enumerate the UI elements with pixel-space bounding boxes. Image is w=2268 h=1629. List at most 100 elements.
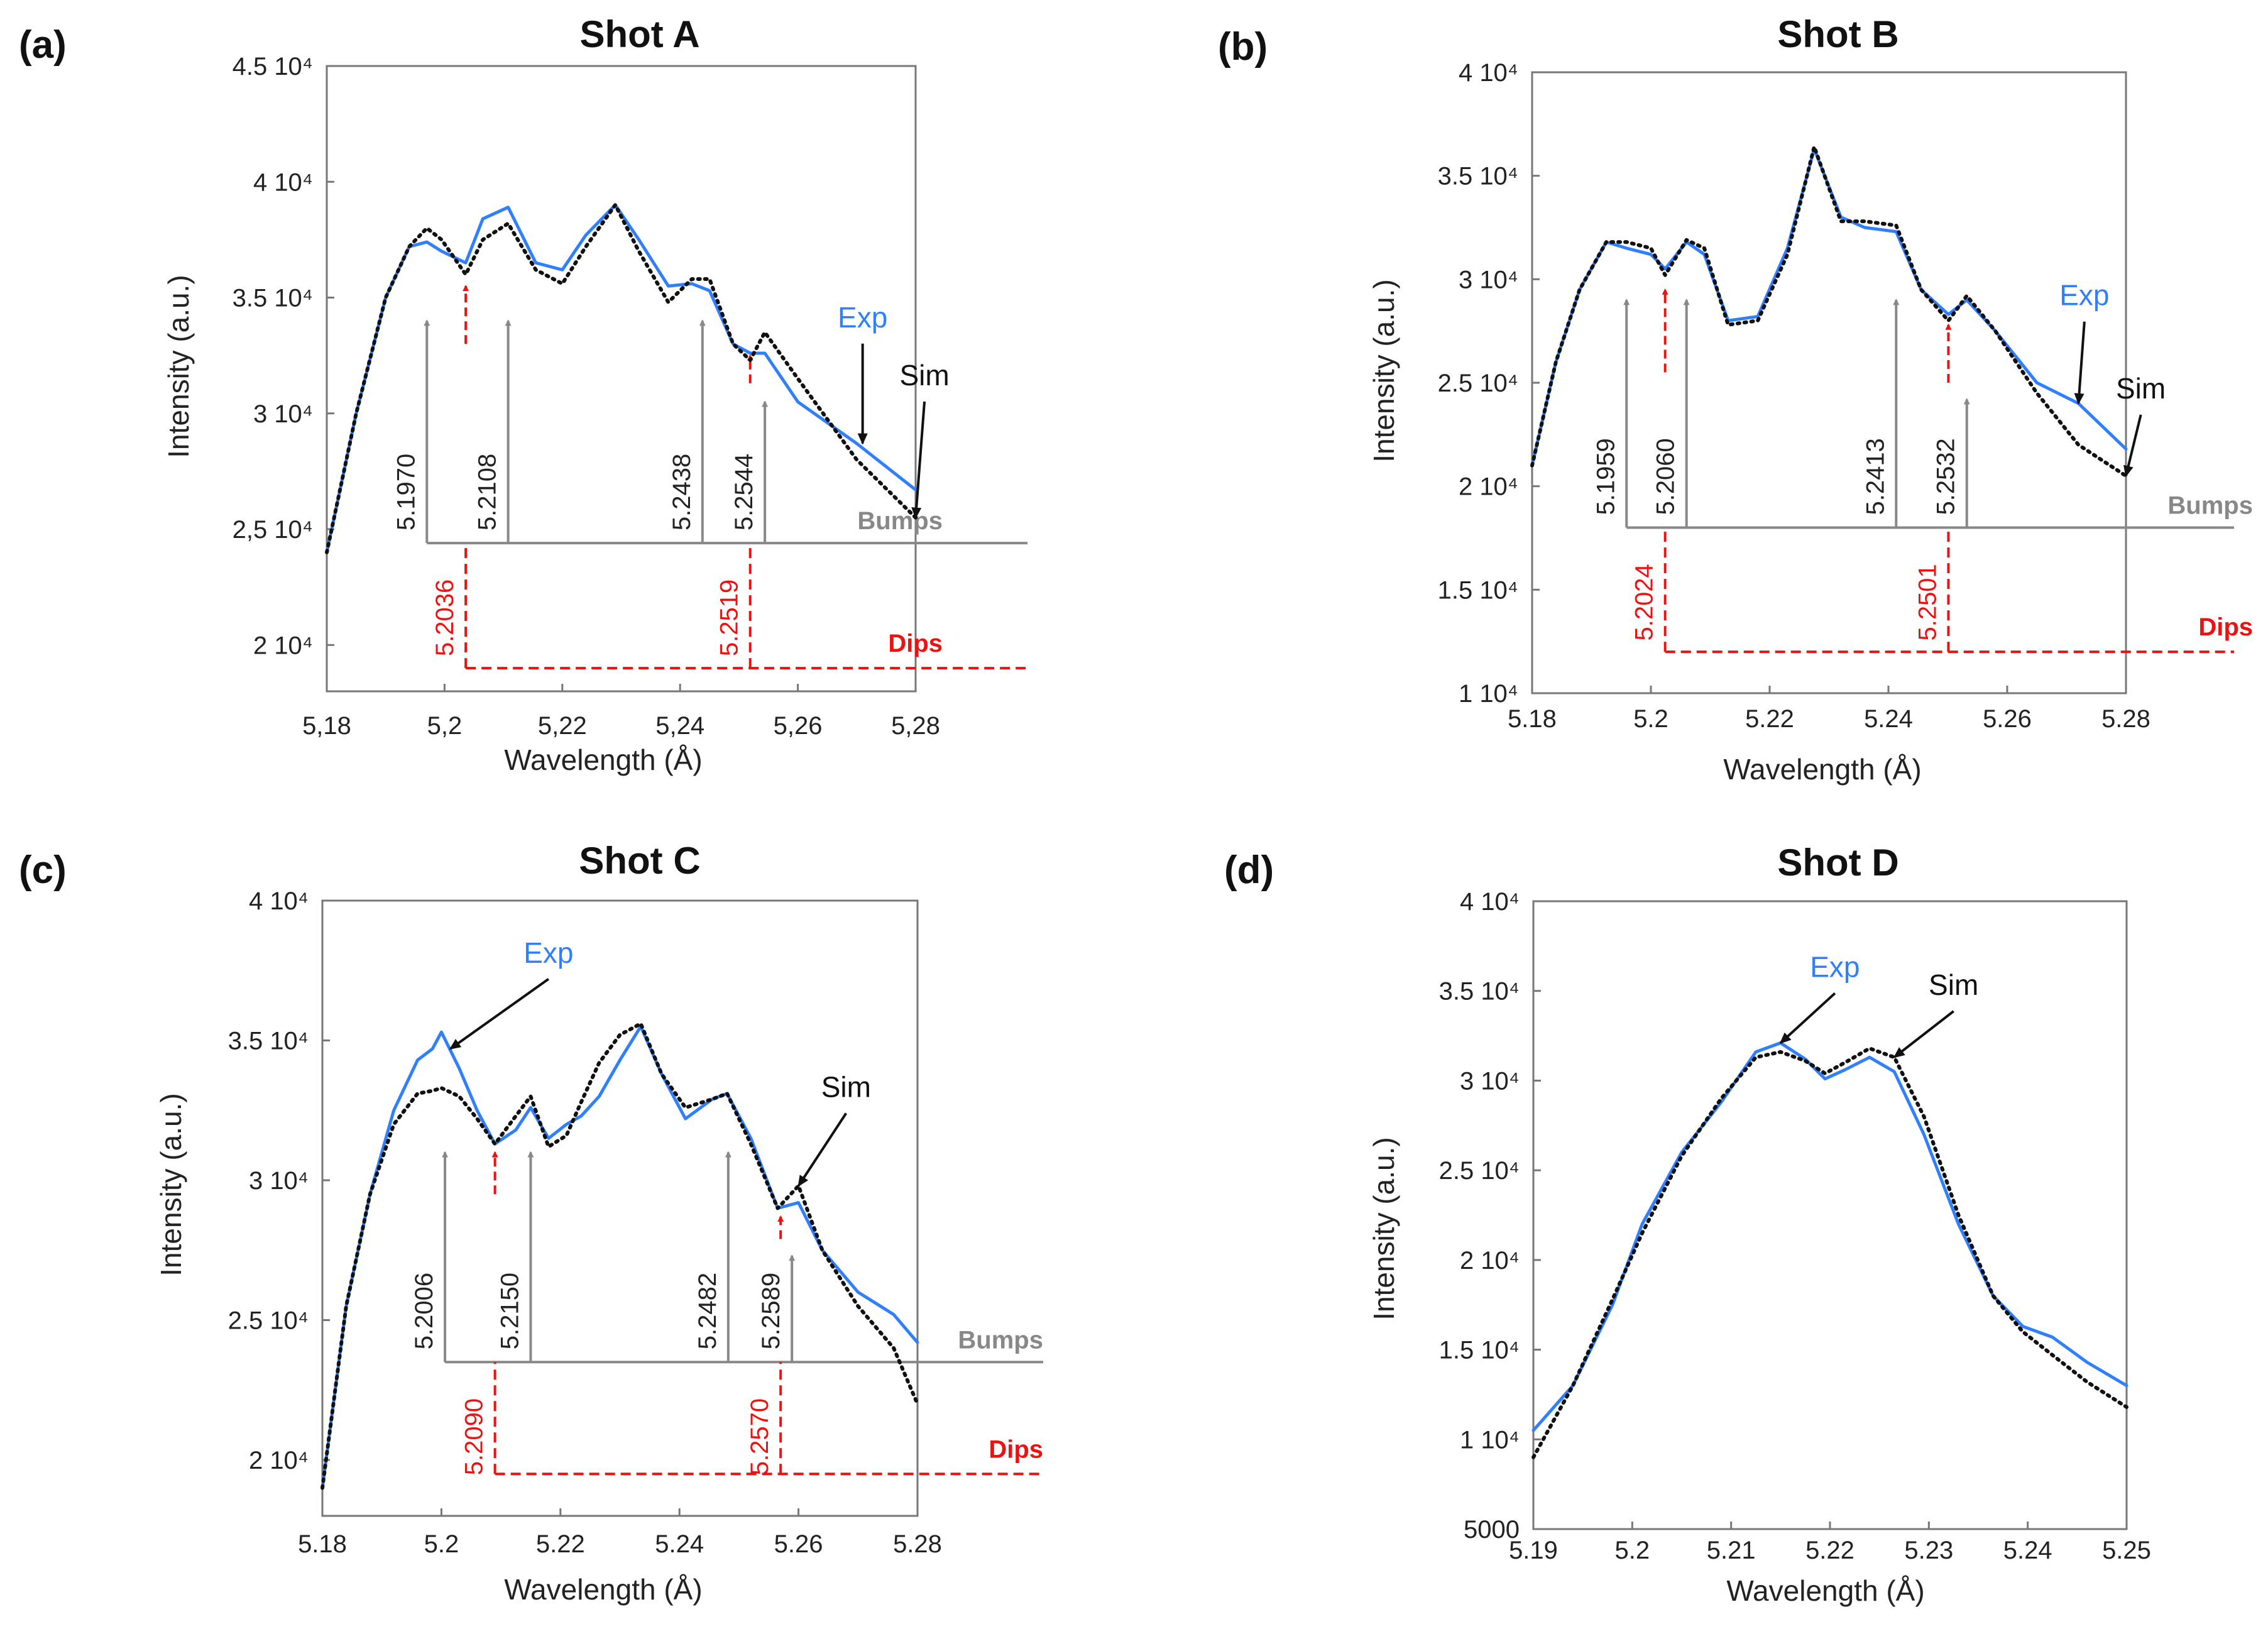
x-tick-label: 5.26	[774, 1530, 823, 1558]
y-tick-label: 1 10⁴	[1459, 680, 1518, 708]
x-tick-label: 5.24	[1864, 705, 1913, 733]
dip-wavelength-label: 5.2090	[461, 1398, 488, 1475]
bumps-label: Bumps	[958, 1326, 1043, 1354]
bump-wavelength-label: 5.2150	[496, 1273, 523, 1349]
annotation-label-sim: Sim	[2116, 372, 2166, 405]
series-line-exp	[320, 1024, 919, 1489]
x-tick-label: 5.2	[424, 1530, 459, 1558]
x-tick-label: 5,22	[538, 712, 587, 740]
annotation-label-sim: Sim	[821, 1070, 871, 1103]
dip-wavelength-label: 5.2036	[431, 579, 459, 656]
y-tick-label: 4 10⁴	[1459, 59, 1518, 87]
annotation-arrow	[1893, 1010, 1954, 1058]
x-tick-label: 5.22	[1745, 705, 1794, 733]
x-axis-label: Wavelength (Å)	[1726, 1574, 1924, 1607]
y-tick-label: 2.5 10⁴	[228, 1307, 309, 1335]
dip-wavelength-label: 5.2570	[746, 1398, 774, 1475]
y-tick-label: 1.5 10⁴	[1439, 1337, 1520, 1364]
x-tick-label: 5.21	[1707, 1537, 1756, 1564]
y-tick-label: 2.5 10⁴	[1438, 370, 1518, 397]
y-tick-label: 4 10⁴	[249, 887, 309, 915]
x-axis-label: Wavelength (Å)	[504, 743, 702, 776]
bumps-label: Bumps	[857, 507, 943, 535]
y-tick-label: 1.5 10⁴	[1438, 576, 1518, 604]
y-tick-label: 2 10⁴	[253, 632, 313, 659]
y-tick-label: 4 10⁴	[253, 168, 313, 196]
bumps-label: Bumps	[2167, 492, 2253, 520]
y-tick-label: 3 10⁴	[1459, 266, 1518, 293]
plot-frame	[326, 65, 917, 693]
bump-wavelength-label: 5.2482	[694, 1273, 721, 1349]
panel-label: (d)	[1224, 848, 1274, 892]
x-tick-label: 5,18	[302, 712, 351, 740]
bump-wavelength-label: 5.2006	[410, 1273, 438, 1349]
x-tick-label: 5.23	[1904, 1537, 1953, 1564]
series-line-exp	[1531, 1041, 2128, 1432]
x-tick-label: 5.26	[1983, 705, 2032, 733]
y-tick-label: 4.5 10⁴	[233, 53, 313, 80]
dips-label: Dips	[989, 1435, 1043, 1463]
annotation-label-exp: Exp	[838, 301, 887, 334]
annotation-arrow	[797, 1112, 848, 1187]
dips-label: Dips	[888, 630, 943, 657]
y-tick-label: 3 10⁴	[253, 400, 313, 428]
chart-title: Shot B	[1777, 13, 1898, 55]
y-axis-label: Intensity (a.u.)	[155, 1093, 187, 1276]
x-axis-label: Wavelength (Å)	[1723, 753, 1921, 786]
bump-wavelength-label: 5.2544	[730, 454, 758, 530]
bump-wavelength-label: 5.1959	[1592, 438, 1619, 515]
bump-wavelength-label: 5.1970	[392, 454, 420, 530]
y-tick-label: 3 10⁴	[249, 1167, 309, 1195]
plot-frame	[321, 899, 919, 1517]
y-tick-label: 3.5 10⁴	[233, 285, 313, 312]
annotation-label-exp: Exp	[1810, 950, 1860, 983]
x-tick-label: 5.18	[1508, 705, 1557, 733]
x-tick-label: 5.19	[1509, 1537, 1558, 1564]
annotation-arrow	[449, 978, 550, 1050]
x-tick-label: 5.28	[893, 1530, 942, 1558]
x-tick-label: 5,26	[774, 712, 823, 740]
y-tick-label: 3.5 10⁴	[1439, 978, 1520, 1006]
annotation-arrow	[1779, 992, 1836, 1044]
annotation-label-sim: Sim	[1929, 968, 1978, 1001]
annotation-arrow	[2123, 414, 2142, 478]
bump-wavelength-label: 5.2108	[474, 454, 501, 530]
annotation-arrow	[2074, 321, 2086, 405]
dip-wavelength-label: 5.2519	[716, 579, 743, 656]
y-tick-label: 3.5 10⁴	[1438, 163, 1518, 190]
bump-wavelength-label: 5.2438	[668, 454, 696, 530]
y-tick-label: 2 10⁴	[1459, 473, 1518, 501]
chart-panel-b: (b) Shot B Wavelength (Å) Intensity (a.u…	[1218, 13, 2253, 786]
y-axis-label: Intensity (a.u.)	[1367, 279, 1400, 462]
x-tick-label: 5,2	[427, 712, 463, 740]
y-tick-label: 1 10⁴	[1460, 1426, 1520, 1454]
x-tick-label: 5.2	[1615, 1537, 1650, 1564]
y-tick-label: 2,5 10⁴	[233, 516, 313, 544]
x-tick-label: 5.18	[298, 1530, 347, 1558]
y-tick-label: 4 10⁴	[1460, 888, 1520, 916]
chart-panel-a: (a) Shot A Wavelength (Å) Intensity (a.u…	[19, 13, 1027, 776]
series-line-sim	[325, 203, 918, 554]
y-axis-label: Intensity (a.u.)	[162, 275, 195, 458]
chart-panel-c: (c) Shot C Wavelength (Å) Intensity (a.u…	[19, 840, 1043, 1606]
y-tick-label: 3 10⁴	[1460, 1067, 1520, 1095]
series-line-sim	[320, 1021, 919, 1490]
bump-wavelength-label: 5.2532	[1932, 438, 1960, 515]
annotation-label-exp: Exp	[2059, 279, 2109, 312]
chart-title: Shot A	[579, 13, 699, 55]
x-tick-label: 5.24	[2003, 1537, 2052, 1564]
y-tick-label: 3.5 10⁴	[228, 1028, 309, 1055]
panel-label: (b)	[1218, 25, 1268, 69]
x-tick-label: 5,28	[891, 712, 940, 740]
dips-label: Dips	[2198, 613, 2253, 641]
dip-wavelength-label: 5.2501	[1914, 564, 1941, 640]
y-tick-label: 2.5 10⁴	[1439, 1157, 1520, 1185]
x-tick-label: 5.28	[2101, 705, 2150, 733]
chart-panel-d: (d) Shot D Wavelength (Å) Intensity (a.u…	[1224, 842, 2151, 1607]
dip-wavelength-label: 5.2024	[1631, 564, 1658, 640]
y-tick-label: 2 10⁴	[249, 1447, 309, 1474]
chart-title: Shot D	[1777, 842, 1898, 884]
series-line-sim	[1530, 145, 2128, 478]
